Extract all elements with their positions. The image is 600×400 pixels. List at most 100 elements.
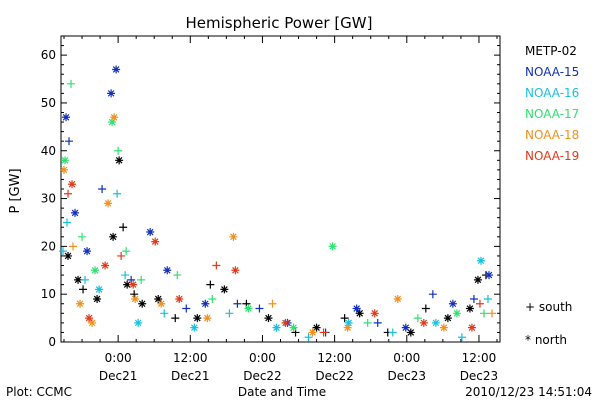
south-point-noaa-16 (388, 328, 397, 337)
north-point-noaa-15 (352, 304, 361, 313)
north-point-noaa-16 (272, 323, 281, 332)
series-legend: METP-02 NOAA-15 NOAA-16 NOAA-17 NOAA-18 NOAA-… (525, 44, 579, 163)
south-point-noaa-15 (469, 294, 478, 303)
north-point-noaa-18 (157, 299, 166, 308)
north-point-noaa-19 (231, 266, 240, 275)
north-point-noaa-15 (163, 266, 172, 275)
south-point-noaa-19 (319, 328, 328, 337)
north-point-noaa-16 (134, 318, 143, 327)
north-point-noaa-16 (190, 323, 199, 332)
south-point-noaa-17 (122, 247, 131, 256)
south-point-noaa-16 (59, 247, 68, 256)
plot-frame (60, 35, 501, 343)
south-point-noaa-16 (457, 333, 466, 342)
x-axis-ticks: 0:00 Dec21 12:00 Dec21 0:00 Dec22 12:00 Dec22 0:… (63, 36, 498, 383)
north-point-noaa-18 (439, 323, 448, 332)
north-point-noaa-18 (343, 323, 352, 332)
north-point-noaa-18 (229, 232, 238, 241)
south-point-noaa-18 (69, 242, 78, 251)
south-point-noaa-17 (173, 271, 182, 280)
y-tick-label: 20 (41, 239, 56, 253)
y-axis-ticks: 0 10 20 30 40 50 60 (41, 35, 500, 349)
south-point-noaa-17 (363, 318, 372, 327)
north-point-noaa-15 (448, 299, 457, 308)
north-point-noaa-17 (108, 118, 117, 127)
x-axis-label: Date and Time (238, 385, 326, 399)
x-tick-time-label: 12:00 (317, 351, 352, 365)
north-point-noaa-17 (328, 242, 337, 251)
north-point-metp-02 (138, 299, 147, 308)
south-point-noaa-15 (182, 304, 191, 313)
legend-entry-noaa-15: NOAA-15 (525, 65, 579, 79)
data-points (59, 65, 496, 342)
north-point-noaa-15 (484, 271, 493, 280)
south-point-noaa-16 (304, 333, 313, 342)
north-point-noaa-15 (112, 65, 121, 74)
south-point-metp-02 (421, 304, 430, 313)
south-point-noaa-16 (113, 189, 122, 198)
north-point-noaa-19 (101, 261, 110, 270)
north-point-noaa-15 (62, 113, 71, 122)
north-point-noaa-18 (110, 113, 119, 122)
north-point-noaa-18 (308, 328, 317, 337)
y-tick-label: 40 (41, 144, 56, 158)
north-point-metp-02 (193, 314, 202, 323)
north-point-noaa-15 (201, 299, 210, 308)
south-point-noaa-15 (428, 290, 437, 299)
south-point-metp-02 (130, 290, 139, 299)
south-point-noaa-16 (121, 271, 130, 280)
north-point-metp-02 (473, 275, 482, 284)
south-point-metp-02 (119, 223, 128, 232)
north-point-metp-02 (355, 309, 364, 318)
north-point-metp-02 (74, 275, 83, 284)
y-tick-label: 0 (48, 335, 56, 349)
footer-plot-credit: Plot: CCMC (6, 385, 72, 399)
x-tick-time-label: 12:00 (173, 351, 208, 365)
north-point-noaa-17 (289, 323, 298, 332)
north-point-metp-02 (406, 328, 415, 337)
south-point-metp-02 (206, 280, 215, 289)
legend-entry-noaa-18: NOAA-18 (525, 128, 579, 142)
north-point-noaa-15 (107, 89, 116, 98)
north-point-noaa-16 (95, 285, 104, 294)
south-point-noaa-17 (78, 232, 87, 241)
north-point-noaa-17 (244, 304, 253, 313)
north-point-noaa-18 (104, 199, 113, 208)
north-point-metp-02 (465, 304, 474, 313)
north-point-noaa-19 (419, 318, 428, 327)
north-point-noaa-17 (452, 309, 461, 318)
north-point-noaa-18 (203, 314, 212, 323)
north-point-noaa-18 (393, 294, 402, 303)
south-point-noaa-17 (479, 309, 488, 318)
south-point-noaa-19 (64, 189, 73, 198)
south-point-noaa-16 (483, 294, 492, 303)
north-point-noaa-19 (85, 314, 94, 323)
south-point-noaa-15 (65, 137, 74, 146)
north-point-metp-02 (220, 285, 229, 294)
chart-title: Hemispheric Power [GW] (186, 14, 373, 32)
south-point-noaa-17 (208, 294, 217, 303)
north-point-noaa-19 (129, 280, 138, 289)
south-point-noaa-15 (98, 185, 107, 193)
north-point-noaa-15 (146, 228, 155, 237)
footer-timestamp: 2010/12/23 14:51:04 (465, 385, 592, 399)
legend-entry-noaa-16: NOAA-16 (525, 86, 579, 100)
legend-entry-metp-02: METP-02 (525, 44, 577, 58)
x-tick-date-label: Dec22 (315, 369, 354, 383)
south-point-noaa-15 (255, 304, 264, 313)
x-tick-time-label: 0:00 (249, 351, 276, 365)
south-point-noaa-16 (63, 218, 72, 227)
north-point-metp-02 (123, 280, 132, 289)
y-tick-label: 30 (41, 192, 56, 206)
south-point-noaa-15 (373, 318, 382, 327)
north-point-noaa-18 (88, 318, 97, 327)
south-point-noaa-17 (137, 275, 146, 284)
north-point-metp-02 (312, 323, 321, 332)
x-tick-date-label: Dec23 (388, 369, 427, 383)
y-tick-label: 50 (41, 96, 56, 110)
north-point-noaa-15 (401, 323, 410, 332)
legend-entry-noaa-17: NOAA-17 (525, 107, 579, 121)
south-point-noaa-19 (212, 261, 221, 270)
south-point-noaa-19 (117, 251, 126, 260)
